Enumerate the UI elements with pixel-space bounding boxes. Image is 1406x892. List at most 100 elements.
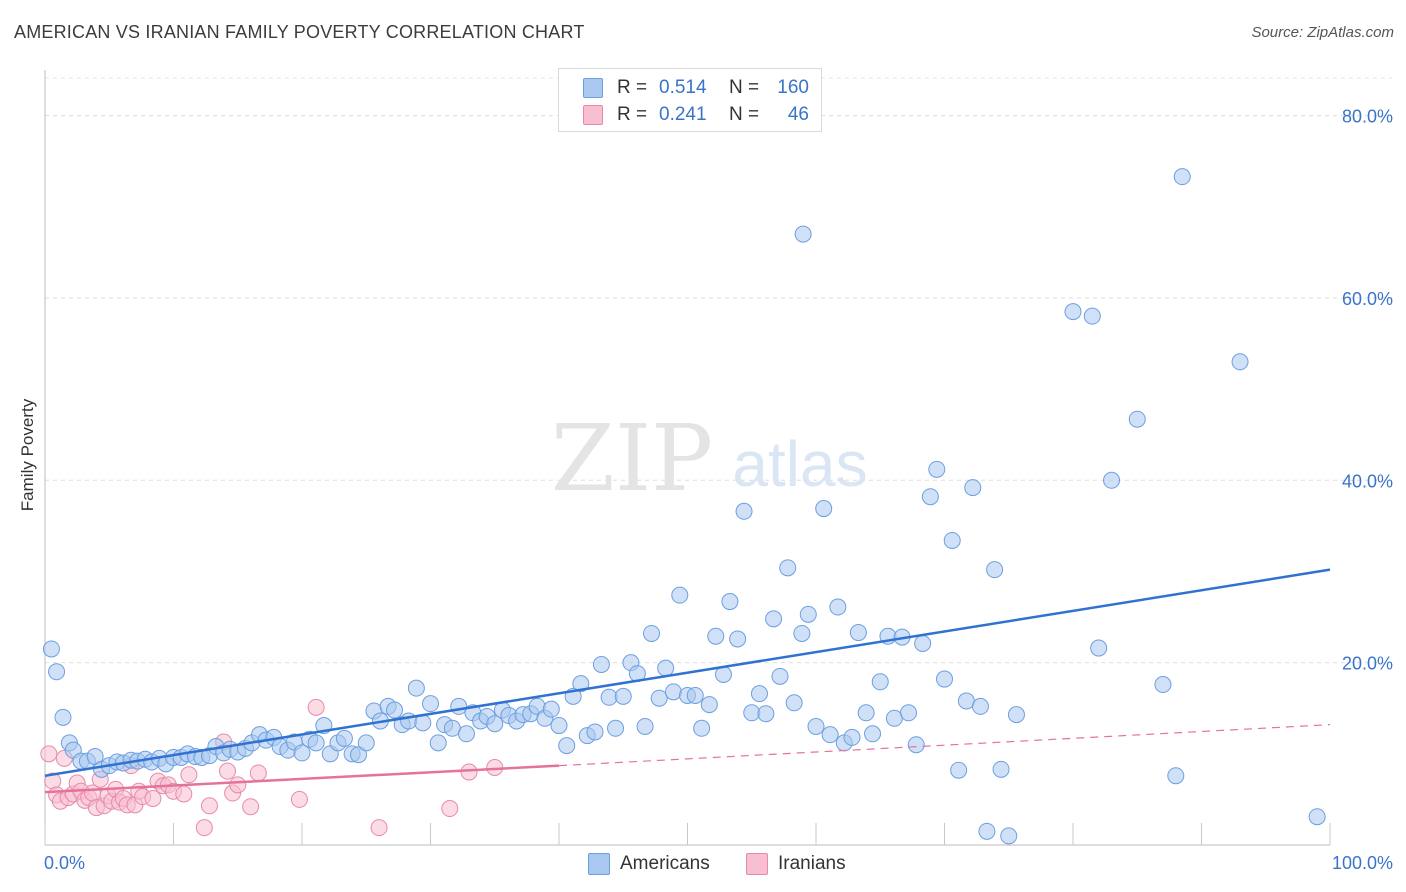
americans-point	[1128, 410, 1146, 428]
legend-row-americans: R = 0.514 N = 160	[583, 77, 809, 99]
americans-point	[307, 734, 325, 752]
gridlines	[45, 77, 1392, 664]
americans-point	[636, 717, 654, 735]
americans-point	[1173, 168, 1191, 186]
americans-point	[815, 500, 833, 518]
americans-point	[914, 635, 932, 652]
americans-point	[829, 598, 847, 616]
americans-point	[765, 610, 783, 628]
americans-point	[735, 502, 753, 520]
americans-point	[386, 701, 404, 719]
legend-swatch-iranians	[583, 105, 603, 125]
americans-point	[407, 679, 425, 697]
iranians-point	[441, 800, 459, 818]
legend-iranians-swatch	[746, 853, 768, 875]
tick-labels: 20.0% 40.0% 60.0% 80.0% 0.0% 100.0%	[44, 107, 1393, 873]
americans-point	[357, 734, 375, 752]
americans-point	[794, 225, 812, 243]
x-tick-label: 0.0%	[44, 853, 85, 873]
americans-point	[785, 694, 803, 712]
americans-point	[992, 760, 1010, 778]
americans-point	[799, 605, 817, 623]
americans-point	[1007, 706, 1025, 724]
americans-point	[971, 697, 989, 715]
americans-point	[443, 719, 461, 737]
americans-point	[572, 675, 590, 693]
americans-point	[885, 709, 903, 727]
iranians-point	[249, 764, 267, 782]
iranians-point	[175, 785, 193, 803]
americans-point	[921, 488, 939, 506]
americans-point	[928, 460, 946, 478]
americans-point	[843, 728, 861, 746]
y-tick-label: 20.0%	[1342, 654, 1393, 674]
axes	[44, 70, 1331, 846]
iranians-point	[195, 819, 213, 837]
americans-point	[743, 704, 761, 722]
americans-point	[793, 624, 811, 642]
americans-point	[650, 689, 668, 707]
americans-point	[1000, 827, 1018, 845]
iranians-trend-extension	[558, 724, 1331, 767]
iranians-point	[307, 698, 325, 716]
x-tick-label: 100.0%	[1332, 853, 1393, 873]
legend-n-label: N =	[729, 104, 760, 125]
americans-point	[614, 687, 632, 705]
americans-point	[964, 479, 982, 497]
legend-r-value: 0.241	[659, 104, 707, 125]
iranians-trend-line	[44, 764, 560, 794]
americans-point	[978, 822, 996, 840]
americans-point	[807, 717, 825, 735]
americans-point	[1231, 353, 1249, 371]
americans-point	[821, 726, 839, 744]
americans-point	[657, 659, 675, 677]
legend-r-label: R =	[617, 104, 648, 125]
americans-point	[42, 640, 60, 658]
americans-point	[600, 688, 618, 706]
americans-point	[693, 719, 711, 737]
watermark-atlas: atlas	[732, 428, 867, 500]
americans-point	[54, 708, 72, 726]
y-tick-label: 40.0%	[1342, 471, 1393, 491]
americans-point	[729, 630, 747, 648]
americans-point	[986, 561, 1004, 579]
americans-point	[1064, 303, 1082, 321]
legend-iranians-label: Iranians	[778, 853, 846, 874]
americans-point	[550, 717, 568, 735]
iranians-point	[229, 776, 247, 794]
americans-point	[1167, 767, 1185, 785]
americans-point	[643, 624, 661, 642]
americans-point	[700, 696, 718, 714]
legend-americans-swatch	[588, 853, 610, 875]
americans-point	[936, 670, 953, 688]
iranians-point	[144, 790, 162, 807]
americans-point	[721, 593, 739, 611]
americans-point	[907, 736, 925, 754]
americans-point	[943, 531, 961, 549]
iranians-points	[40, 698, 504, 837]
iranians-point	[218, 762, 236, 780]
americans-point	[707, 627, 725, 645]
americans-point	[586, 723, 604, 741]
legend-swatch-americans	[583, 78, 603, 98]
americans-point	[671, 586, 689, 604]
legend-americans-label: Americans	[620, 853, 710, 874]
iranians-point	[460, 763, 478, 781]
americans-point	[857, 704, 875, 722]
americans-point	[457, 725, 475, 743]
iranians-point	[290, 790, 308, 808]
americans-trend-line	[44, 568, 1331, 777]
americans-point	[429, 734, 447, 752]
legend-iranians: Iranians	[746, 852, 846, 876]
americans-point	[871, 673, 889, 691]
chart-title: AMERICAN VS IRANIAN FAMILY POVERTY CORRE…	[14, 22, 585, 42]
americans-point	[486, 715, 504, 733]
americans-point	[350, 746, 368, 764]
legend-americans: Americans	[588, 852, 710, 876]
americans-point	[1154, 676, 1172, 694]
americans-point	[450, 697, 468, 715]
americans-point	[686, 686, 704, 704]
y-tick-label: 60.0%	[1342, 289, 1393, 309]
americans-point	[750, 685, 768, 703]
americans-point	[592, 655, 610, 673]
